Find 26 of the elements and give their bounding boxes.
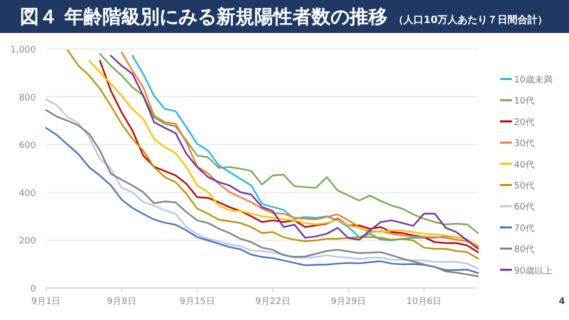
legend-label: 10代	[514, 96, 534, 107]
y-tick-label: 800	[18, 93, 36, 104]
legend-label: 30代	[514, 138, 534, 150]
x-tick-label: 9月8日	[106, 297, 136, 307]
legend-label: 90歳以上	[514, 265, 552, 276]
text: 4	[558, 297, 565, 307]
legend-label: 60代	[514, 202, 534, 213]
y-tick-label: 600	[18, 141, 36, 152]
x-tick-label: 9月29日	[330, 297, 366, 307]
legend-label: 10歳未満	[514, 74, 552, 86]
x-tick-label: 9月15日	[180, 297, 215, 307]
x-tick-label: 9月22日	[255, 297, 290, 307]
x-tick-label: 10月6日	[406, 297, 442, 307]
y-tick-label: 400	[18, 188, 36, 199]
chart-title: 図４ 年齢階級別にみる新規陽性者数の推移	[20, 6, 388, 28]
legend-label: 40代	[514, 159, 534, 170]
y-tick-label: 1,000	[10, 46, 36, 56]
y-tick-label: 0	[30, 284, 36, 294]
y-tick-label: 200	[18, 236, 36, 247]
x-tick-label: 9月1日	[31, 297, 61, 307]
legend-label: 80代	[514, 244, 534, 256]
chart-subtitle: （人口10万人あたり７日間合計）	[394, 14, 548, 26]
legend-label: 50代	[514, 180, 534, 192]
legend-label: 70代	[514, 222, 534, 234]
legend-label: 20代	[514, 116, 534, 128]
line-series	[66, 49, 479, 260]
